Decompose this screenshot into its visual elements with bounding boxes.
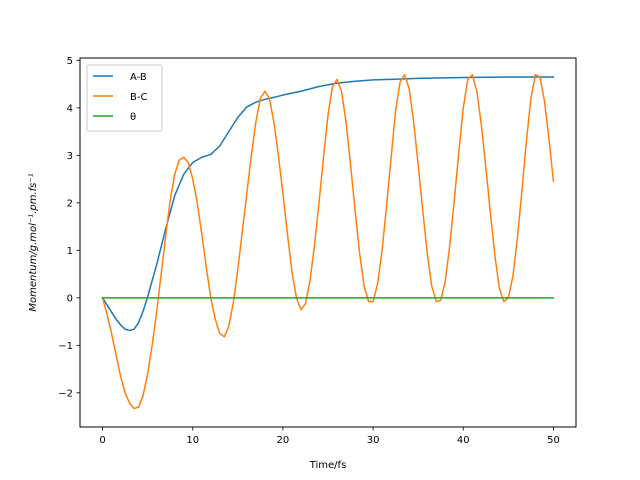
y-tick-label: 2 (67, 198, 73, 209)
x-axis-label: Time/fs (309, 460, 347, 471)
y-tick-label: 0 (67, 293, 73, 304)
y-tick-label: 3 (67, 151, 73, 162)
series-layer (101, 73, 555, 410)
x-tick-label: 40 (457, 435, 470, 446)
legend: A-B B-C θ (86, 64, 163, 132)
y-axis: −2 −1 0 1 2 3 4 5 (58, 56, 80, 399)
legend-label-3: θ (130, 112, 136, 123)
x-axis: 0 10 20 30 40 50 (99, 427, 560, 446)
y-tick-label: −1 (58, 341, 73, 352)
y-axis-label: Momentum/g.mol⁻¹.pm.fs⁻¹ (28, 173, 39, 311)
legend-label-1: A-B (130, 72, 147, 83)
series-line-2 (101, 73, 555, 410)
y-tick-label: 5 (67, 56, 73, 67)
x-tick-label: 10 (186, 435, 199, 446)
legend-label-2: B-C (130, 92, 147, 103)
plot-frame (79, 57, 577, 428)
series-line-1 (101, 76, 555, 332)
y-tick-label: 1 (67, 246, 73, 257)
y-tick-label: 4 (67, 103, 73, 114)
legend-box (86, 64, 163, 132)
x-tick-label: 20 (277, 435, 290, 446)
y-tick-label: −2 (58, 388, 73, 399)
x-tick-label: 0 (99, 435, 105, 446)
x-tick-label: 30 (367, 435, 380, 446)
x-tick-label: 50 (547, 435, 560, 446)
